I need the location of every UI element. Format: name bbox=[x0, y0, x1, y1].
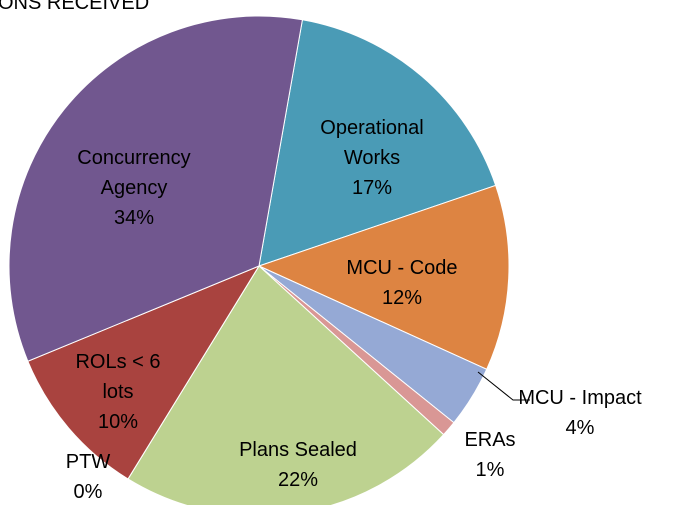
slice-label: Operational Works 17% bbox=[297, 113, 447, 203]
leader-line bbox=[477, 371, 530, 401]
slice-label: Plans Sealed 22% bbox=[188, 435, 408, 495]
value-label: 0% bbox=[73, 481, 103, 503]
value-label: 34% bbox=[113, 207, 155, 229]
category-label: Concurrency Agency bbox=[77, 147, 191, 199]
category-label: MCU - Code bbox=[346, 257, 458, 279]
value-label: 4% bbox=[565, 417, 595, 439]
value-label: 12% bbox=[381, 287, 423, 309]
slice-label: MCU - Code 12% bbox=[292, 253, 512, 313]
slice-label: ROLs < 6 lots 10% bbox=[68, 347, 168, 437]
pie-slice bbox=[257, 184, 510, 370]
value-label: 17% bbox=[351, 177, 393, 199]
pie-slice bbox=[258, 19, 497, 267]
category-label: ERAs bbox=[464, 429, 516, 451]
category-label: ROLs < 6 lots bbox=[75, 351, 161, 403]
category-label: MCU - Impact bbox=[518, 387, 642, 409]
category-label: Plans Sealed bbox=[239, 439, 357, 461]
value-label: 10% bbox=[97, 411, 139, 433]
slice-label: MCU - Impact 4% bbox=[470, 383, 690, 443]
pie-slice bbox=[27, 264, 261, 480]
pie-slice bbox=[127, 265, 445, 505]
value-label: 22% bbox=[277, 469, 319, 491]
pie-slice bbox=[8, 15, 303, 362]
slice-label: PTW 0% bbox=[38, 447, 138, 505]
category-label: Operational Works bbox=[320, 117, 424, 169]
chart-title: ONS RECEIVED bbox=[0, 0, 150, 14]
category-label: PTW bbox=[65, 451, 111, 473]
slice-label: Concurrency Agency 34% bbox=[54, 143, 214, 233]
value-label: 1% bbox=[475, 459, 505, 481]
slice-label: ERAs 1% bbox=[440, 425, 540, 485]
